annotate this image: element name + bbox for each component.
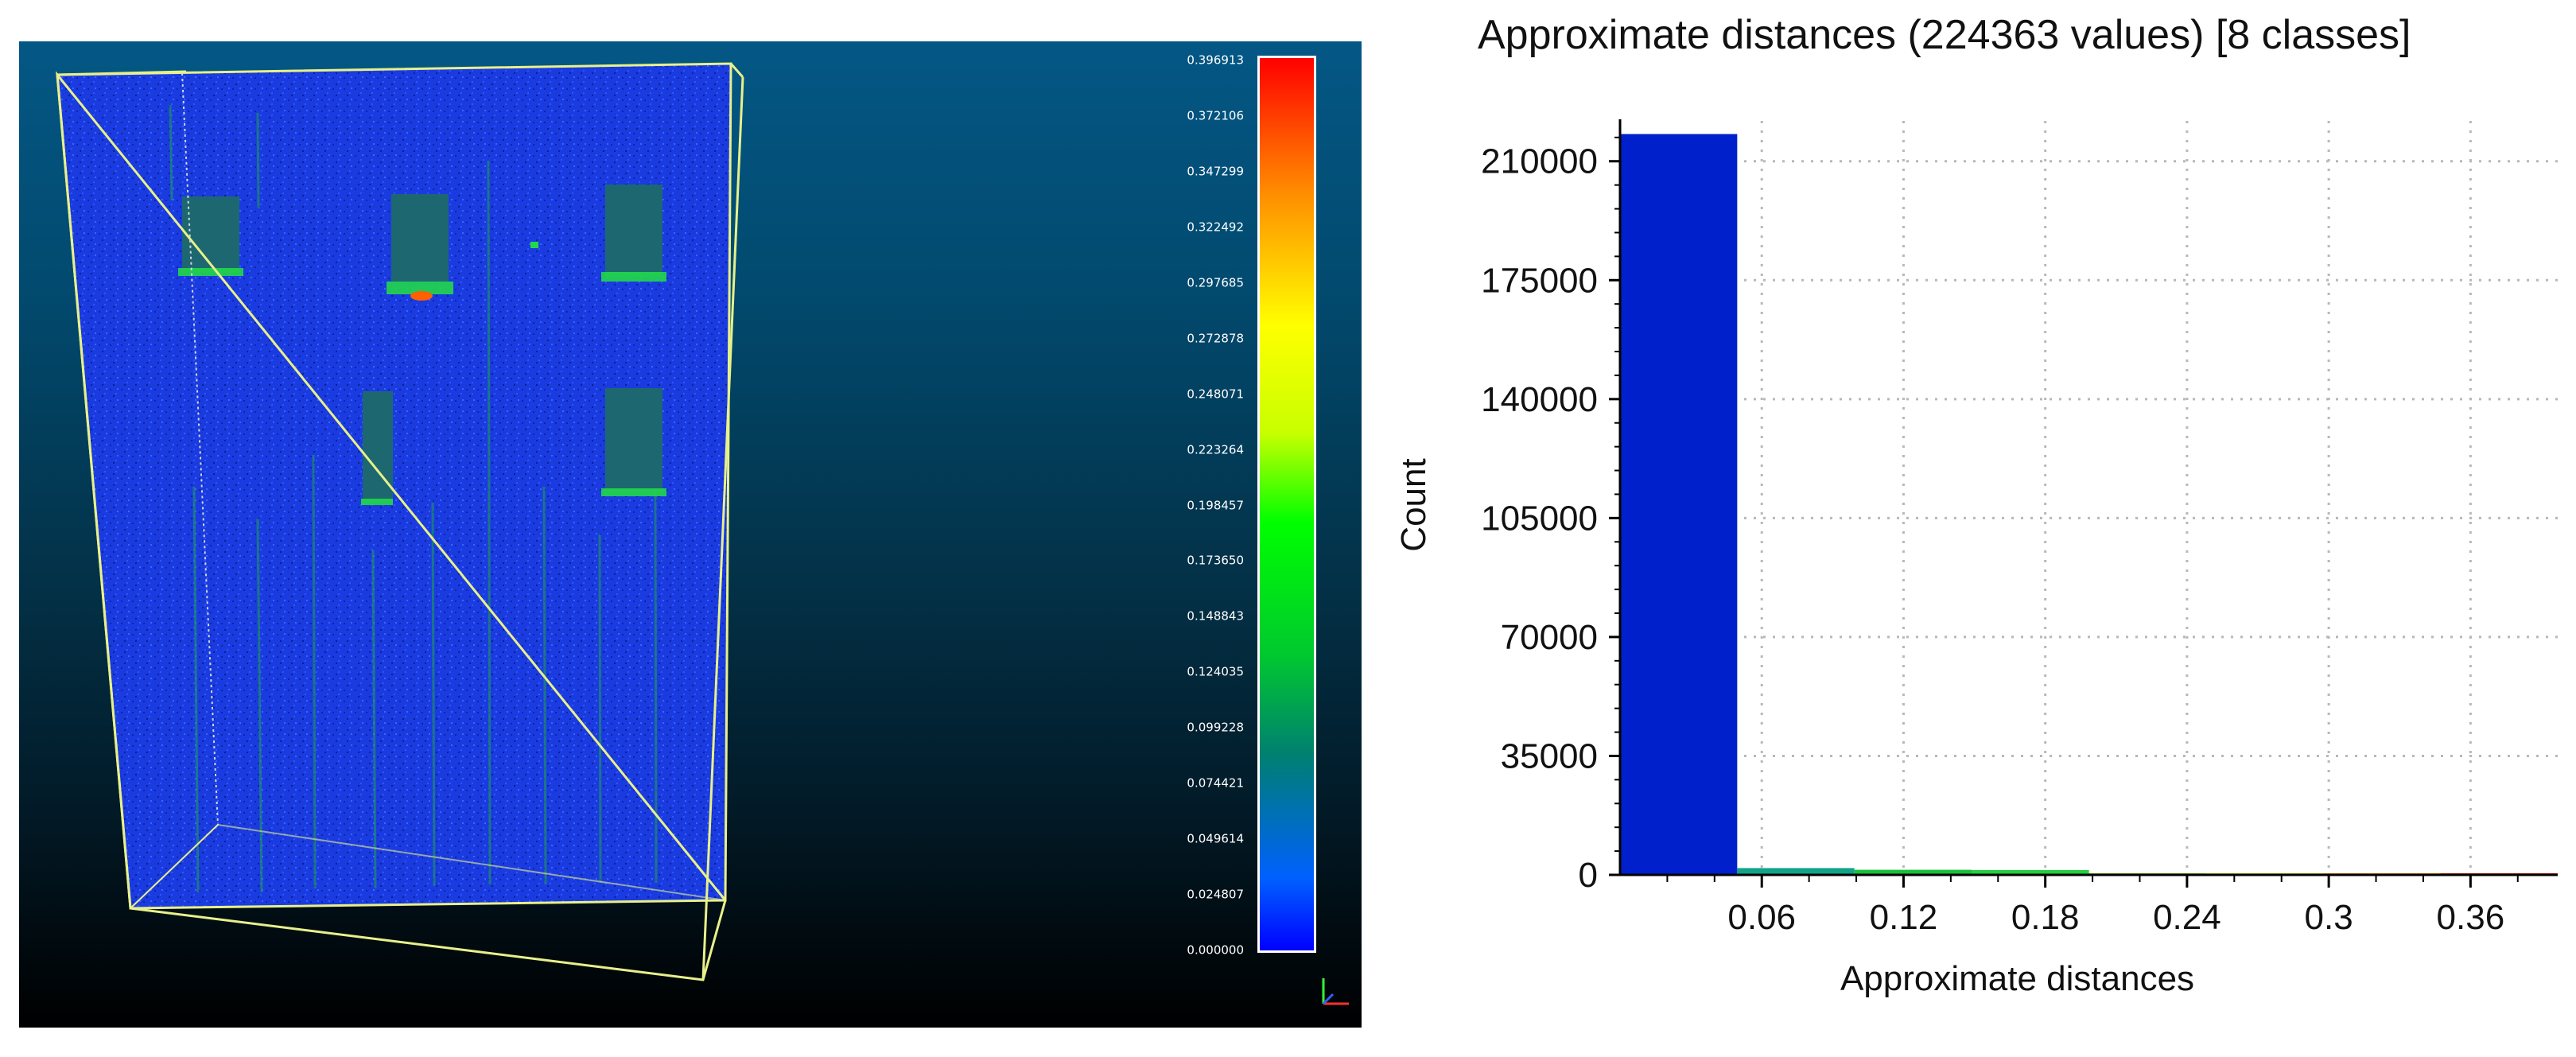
x-tick-label: 0.36	[2437, 898, 2505, 937]
scalar-bar-label: 0.372106	[1187, 108, 1244, 123]
scalar-bar-label: 0.074421	[1187, 775, 1244, 791]
x-tick-label: 0.06	[1727, 898, 1796, 937]
scan-lines	[169, 104, 658, 893]
histogram-bar	[1854, 869, 1972, 875]
point-cloud-scene	[56, 62, 744, 981]
y-tick-label: 210000	[1481, 142, 1598, 181]
y-tick-label: 35000	[1501, 736, 1598, 775]
hotspot	[410, 291, 433, 301]
y-axis-title: Count	[1394, 458, 1433, 551]
x-tick-label: 0.3	[2305, 898, 2353, 937]
scalar-bar-label: 0.173650	[1187, 553, 1244, 568]
3d-viewport[interactable]: 0.396913 0.372106 0.347299 0.322492 0.297685…	[19, 41, 1362, 1028]
y-tick-label: 175000	[1481, 261, 1598, 300]
scalar-bar-label: 0.024807	[1187, 887, 1244, 902]
y-tick-label: 70000	[1501, 618, 1598, 657]
scalar-bar-label: 0.223264	[1187, 442, 1244, 457]
x-tick-label: 0.18	[2011, 898, 2080, 937]
x-tick-label: 0.24	[2153, 898, 2221, 937]
scalar-bar-label: 0.322492	[1187, 220, 1244, 235]
y-tick-label: 0	[1579, 856, 1598, 895]
y-tick-label: 140000	[1481, 380, 1598, 419]
scalar-bar-label: 0.000000	[1187, 942, 1244, 958]
histogram-bar	[1737, 868, 1855, 875]
histogram-bar	[1971, 870, 2089, 875]
window-edges	[178, 268, 666, 505]
y-tick-label: 105000	[1481, 499, 1598, 538]
scalar-bar-label: 0.347299	[1187, 164, 1244, 179]
x-tick-label: 0.12	[1870, 898, 1938, 937]
scalar-bar-label: 0.198457	[1187, 498, 1244, 512]
scalar-bar-label: 0.124035	[1187, 664, 1244, 679]
histogram-chart: 0 35000 70000 105000 140000 175000 210000 0.06 0…	[1394, 119, 2558, 998]
scalar-bar-label: 0.099228	[1187, 720, 1244, 735]
histogram-bar	[1620, 134, 1738, 875]
x-axis-title: Approximate distances	[1840, 959, 2194, 998]
scalar-bar-label: 0.272878	[1187, 331, 1244, 346]
histogram-title: Approximate distances (224363 values) [8…	[1478, 12, 2411, 58]
scalar-bar-label: 0.248071	[1187, 387, 1244, 402]
scalar-bar-label: 0.148843	[1187, 608, 1244, 624]
axes-triad-icon	[1322, 978, 1349, 1005]
scalar-color-bar	[1257, 56, 1316, 953]
scalar-bar-label: 0.297685	[1187, 275, 1244, 290]
scalar-bar-label: 0.049614	[1187, 831, 1244, 846]
scalar-bar-label: 0.396913	[1187, 52, 1244, 68]
